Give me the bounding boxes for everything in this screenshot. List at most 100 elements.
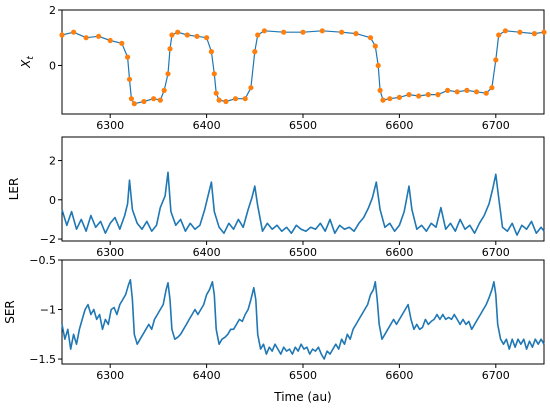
data-point xyxy=(367,35,374,41)
x-tick-label: 6500 xyxy=(289,119,317,132)
data-point xyxy=(319,28,325,34)
panel-top-yticks: 20 xyxy=(49,4,62,72)
data-point xyxy=(96,33,102,39)
data-point xyxy=(128,96,134,102)
x-tick-label: 6500 xyxy=(289,246,317,259)
x-tick-label: 6400 xyxy=(193,119,221,132)
data-point xyxy=(425,92,431,98)
data-point xyxy=(531,30,538,37)
x-tick-label: 6400 xyxy=(193,246,221,259)
data-point xyxy=(454,89,460,95)
data-point xyxy=(204,35,210,41)
data-point xyxy=(184,32,190,38)
data-point xyxy=(165,71,171,77)
data-point xyxy=(261,28,267,34)
data-point xyxy=(255,32,261,38)
data-point xyxy=(208,49,214,55)
panel-middle-frame xyxy=(61,136,545,242)
data-point xyxy=(353,30,359,37)
data-point xyxy=(213,90,219,96)
data-point xyxy=(435,92,441,98)
data-point xyxy=(396,94,402,100)
x-tick-label: 6700 xyxy=(482,119,510,132)
x-tick-label: 6600 xyxy=(385,246,413,259)
data-point xyxy=(131,101,137,107)
y-tick-label: 0 xyxy=(49,59,56,72)
data-point xyxy=(377,87,383,93)
panel-bottom-xticks: 6300 6400 6500 6600 6700 xyxy=(96,364,510,382)
data-point xyxy=(339,29,345,35)
data-point xyxy=(161,87,167,93)
data-point xyxy=(151,96,157,102)
data-point xyxy=(489,85,495,91)
panel-bottom-plot xyxy=(61,278,545,360)
y-tick-label: 2 xyxy=(49,4,56,17)
data-point xyxy=(281,29,287,35)
data-point xyxy=(141,98,147,105)
data-point xyxy=(169,32,175,38)
data-point xyxy=(194,33,200,39)
data-point xyxy=(380,97,386,103)
panel-top-frame xyxy=(61,9,545,115)
data-point xyxy=(223,98,229,105)
data-point xyxy=(167,46,173,52)
y-tick-label: −2 xyxy=(40,233,56,246)
data-point xyxy=(406,92,412,98)
data-point xyxy=(119,40,125,46)
data-point xyxy=(242,96,248,102)
data-point xyxy=(83,35,89,41)
series-line xyxy=(61,171,545,236)
panel-bottom-ylabel: SER xyxy=(3,300,17,324)
data-point xyxy=(517,29,523,35)
y-tick-label: 0 xyxy=(49,194,56,207)
x-tick-label: 6300 xyxy=(96,369,124,382)
data-point xyxy=(502,28,508,34)
x-axis-label: Time (au) xyxy=(273,390,332,404)
panel-bottom-yticks: −0.5 −1 −1.5 xyxy=(29,254,62,366)
data-point xyxy=(464,87,470,93)
y-tick-label: 2 xyxy=(49,155,56,168)
x-tick-label: 6700 xyxy=(482,246,510,259)
data-point xyxy=(107,37,113,44)
x-tick-label: 6500 xyxy=(289,369,317,382)
data-point xyxy=(493,57,499,63)
data-point xyxy=(211,71,217,77)
data-point xyxy=(372,43,378,49)
data-point xyxy=(71,29,77,35)
data-point xyxy=(416,93,422,99)
series-line xyxy=(61,278,545,360)
panel-top-xticks: 6300 6400 6500 6600 6700 xyxy=(96,114,510,132)
panel-top-plot xyxy=(59,28,547,107)
panel-bottom: 6300 6400 6500 6600 6700 −0.5 −1 −1.5 SER Time… xyxy=(3,254,545,404)
data-point xyxy=(300,29,306,35)
x-tick-label: 6300 xyxy=(96,119,124,132)
data-point xyxy=(387,96,393,102)
data-point xyxy=(126,76,133,82)
data-point xyxy=(232,96,239,102)
x-tick-label: 6400 xyxy=(193,369,221,382)
y-tick-label: −0.5 xyxy=(29,254,56,267)
panel-middle-ylabel: LER xyxy=(7,178,21,201)
data-point xyxy=(445,87,451,93)
panel-middle-xticks: 6300 6400 6500 6600 6700 xyxy=(96,241,510,259)
data-point xyxy=(248,85,254,91)
data-point xyxy=(483,90,489,96)
data-point xyxy=(125,54,131,60)
y-tick-label: −1.5 xyxy=(29,353,56,366)
data-point xyxy=(175,29,181,35)
panel-top: 6300 6400 6500 6600 6700 20 Xt xyxy=(19,4,547,132)
panel-middle-plot xyxy=(61,171,545,236)
y-tick-label: −1 xyxy=(40,304,56,317)
data-point xyxy=(252,49,258,55)
data-point xyxy=(375,62,381,69)
series-line xyxy=(61,30,545,105)
data-point xyxy=(541,29,547,35)
data-point xyxy=(496,32,502,38)
data-point xyxy=(473,89,480,95)
x-tick-label: 6600 xyxy=(385,119,413,132)
x-tick-label: 6300 xyxy=(96,246,124,259)
data-point xyxy=(157,97,163,103)
x-tick-label: 6600 xyxy=(385,369,413,382)
panel-middle: 6300 6400 6500 6600 6700 2 0 −2 LER xyxy=(7,136,545,259)
